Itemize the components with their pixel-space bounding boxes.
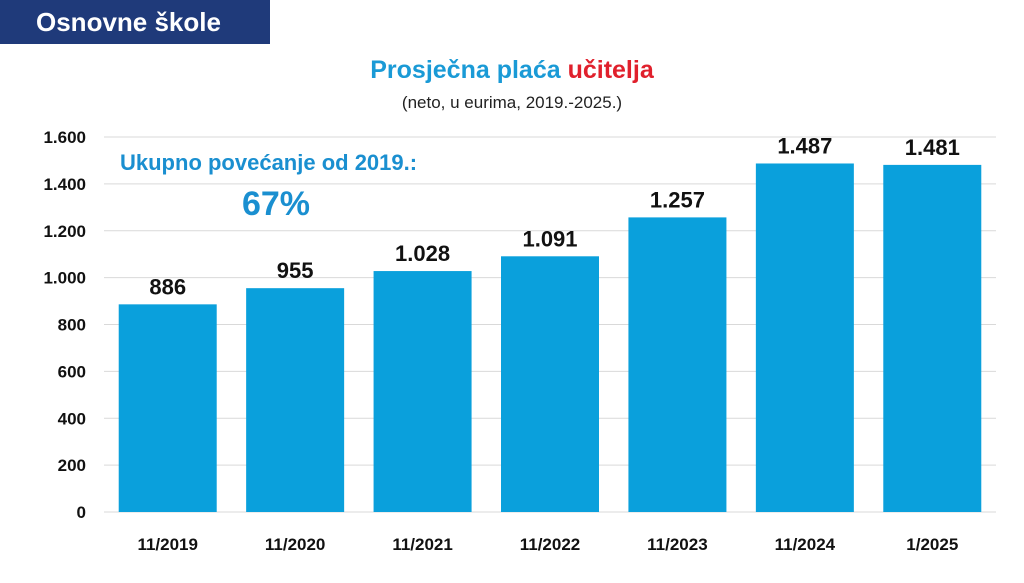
chart-title-highlight: učitelja <box>567 56 654 84</box>
y-tick-label: 800 <box>58 316 86 335</box>
x-tick-label: 11/2023 <box>647 535 708 554</box>
bar-value-label: 1.257 <box>650 187 705 212</box>
bar-value-label: 1.091 <box>522 226 577 251</box>
bars: 886 955 1.028 1.091 1.257 1.487 1.481 <box>118 133 982 512</box>
bar-11/2022 <box>501 256 599 512</box>
x-axis-ticks: 11/2019 11/2020 11/2021 11/2022 11/2023 11/20… <box>137 535 958 554</box>
bar-11/2021 <box>373 271 472 512</box>
y-tick-label: 1.400 <box>43 175 86 194</box>
bar-11/2024 <box>755 163 854 512</box>
x-tick-label: 1/2025 <box>906 535 958 554</box>
increase-annotation-value: 67% <box>242 185 310 223</box>
bar-value-label: 1.028 <box>395 241 450 266</box>
bar-11/2020 <box>246 288 345 512</box>
section-banner: Osnovne škole <box>0 0 270 44</box>
y-tick-label: 200 <box>58 456 86 475</box>
bar-value-label: 1.487 <box>777 133 832 158</box>
increase-annotation-text: Ukupno povećanje od 2019.: <box>120 150 417 175</box>
bar-value-label: 955 <box>277 258 314 283</box>
x-tick-label: 11/2020 <box>265 535 326 554</box>
y-axis-ticks: 0 200 400 600 800 1.000 1.200 1.400 1.600 <box>43 128 86 522</box>
x-tick-label: 11/2022 <box>520 535 581 554</box>
y-tick-label: 1.000 <box>43 269 86 288</box>
x-tick-label: 11/2024 <box>775 535 836 554</box>
bar-11/2023 <box>628 217 727 512</box>
x-tick-label: 11/2021 <box>392 535 453 554</box>
bar-value-label: 886 <box>149 274 186 299</box>
chart-title: Prosječna plaća učitelja <box>0 56 1024 85</box>
y-tick-label: 1.600 <box>43 128 86 147</box>
chart-title-main: Prosječna plaća <box>370 56 568 84</box>
y-tick-label: 400 <box>58 409 86 428</box>
y-tick-label: 0 <box>77 503 86 522</box>
y-tick-label: 1.200 <box>43 222 86 241</box>
bar-1/2025 <box>883 164 982 512</box>
bar-11/2019 <box>118 304 217 512</box>
x-tick-label: 11/2019 <box>137 535 198 554</box>
bar-value-label: 1.481 <box>905 135 960 160</box>
chart-subtitle: (neto, u eurima, 2019.-2025.) <box>401 93 623 112</box>
y-tick-label: 600 <box>58 362 86 381</box>
